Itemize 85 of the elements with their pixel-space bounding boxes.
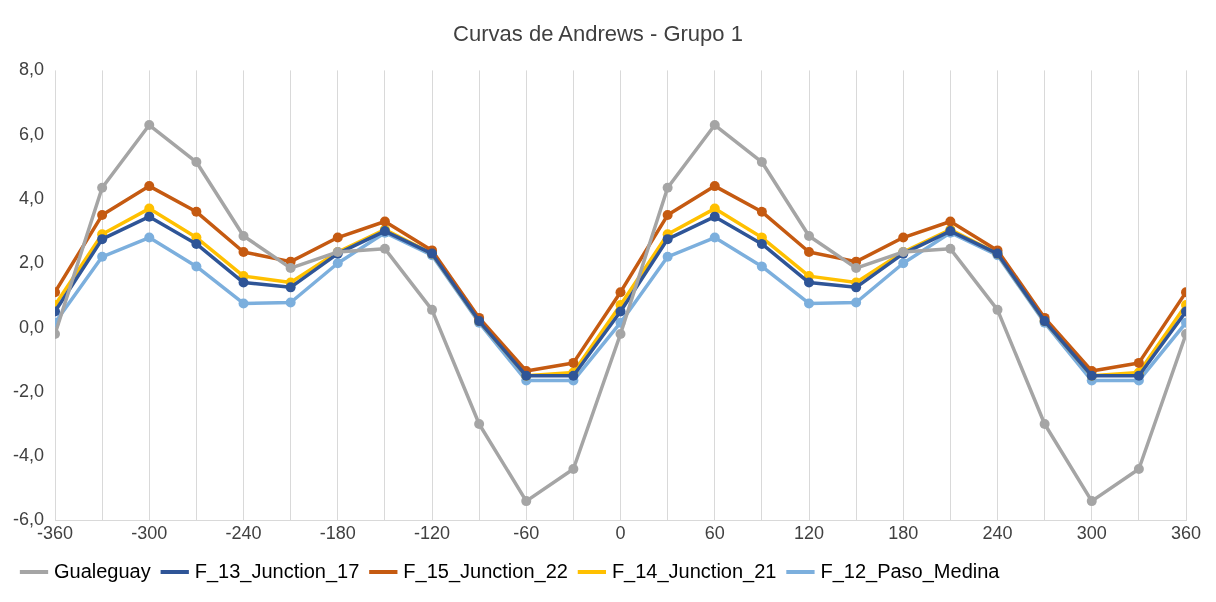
point [191, 238, 202, 249]
point [191, 261, 202, 272]
point [427, 304, 438, 315]
point [804, 298, 815, 309]
point [1086, 496, 1097, 507]
point [379, 216, 390, 227]
point [992, 304, 1003, 315]
point [709, 181, 720, 192]
legend-label: F_14_Junction_21 [611, 559, 777, 583]
y-tick-label: 8,0 [18, 59, 45, 80]
x-tick-label: 60 [704, 523, 725, 544]
point [756, 238, 767, 249]
point [662, 251, 673, 262]
point [238, 277, 249, 288]
point [379, 243, 390, 254]
point [238, 230, 249, 241]
point [144, 232, 155, 243]
point [615, 306, 626, 317]
point [238, 247, 249, 258]
point [474, 418, 485, 429]
x-tick-label: 300 [1076, 523, 1107, 544]
y-tick-label: -4,0 [12, 445, 45, 466]
point [332, 232, 343, 243]
point [521, 496, 532, 507]
point [97, 251, 108, 262]
point [662, 234, 673, 245]
y-tick-label: -6,0 [12, 509, 45, 530]
chart-title: Curvas de Andrews - Grupo 1 [453, 21, 743, 47]
point [756, 261, 767, 272]
y-tick-label: 4,0 [18, 187, 45, 208]
x-tick-label: 360 [1170, 523, 1202, 544]
point [709, 211, 720, 222]
point [709, 232, 720, 243]
x-tick-label: -120 [414, 523, 451, 544]
legend-label: Gualeguay [54, 559, 151, 582]
point [756, 206, 767, 217]
point [945, 216, 956, 227]
point [144, 120, 155, 131]
point [662, 210, 673, 221]
x-tick-label: -240 [225, 523, 262, 544]
point [709, 120, 720, 131]
point [144, 181, 155, 192]
point [804, 230, 815, 241]
point [1133, 357, 1144, 368]
point [191, 157, 202, 168]
point [97, 210, 108, 221]
x-tick-label: 120 [793, 523, 825, 544]
legend-label: F_12_Paso_Medina [820, 559, 1001, 583]
point [97, 182, 108, 193]
point [804, 247, 815, 258]
point [756, 157, 767, 168]
point [804, 277, 815, 288]
point [898, 258, 909, 269]
point [144, 211, 155, 222]
y-tick-label: 6,0 [18, 123, 45, 144]
point [285, 263, 296, 274]
x-tick-label: -180 [319, 523, 356, 544]
legend-label: F_13_Junction_17 [194, 559, 360, 583]
point [285, 282, 296, 293]
x-tick-label: 180 [888, 523, 919, 544]
point [851, 297, 862, 308]
point [332, 258, 343, 269]
point [568, 357, 579, 368]
x-tick-label: 240 [982, 523, 1013, 544]
x-tick-label: 0 [615, 523, 626, 544]
point [851, 263, 862, 274]
point [898, 232, 909, 243]
point [662, 182, 673, 193]
point [568, 463, 579, 474]
point [1039, 418, 1050, 429]
y-tick-label: -2,0 [12, 380, 45, 401]
legend-label: F_15_Junction_22 [403, 559, 568, 583]
point [615, 287, 626, 298]
point [1133, 463, 1144, 474]
point [851, 282, 862, 293]
x-tick-label: -60 [513, 523, 540, 544]
point [97, 234, 108, 245]
point [615, 328, 626, 339]
point [238, 298, 249, 309]
x-tick-label: -300 [131, 523, 168, 544]
y-tick-label: 2,0 [18, 252, 45, 273]
y-tick-label: 0,0 [18, 316, 45, 337]
point [285, 297, 296, 308]
point [945, 243, 956, 254]
point [191, 206, 202, 217]
